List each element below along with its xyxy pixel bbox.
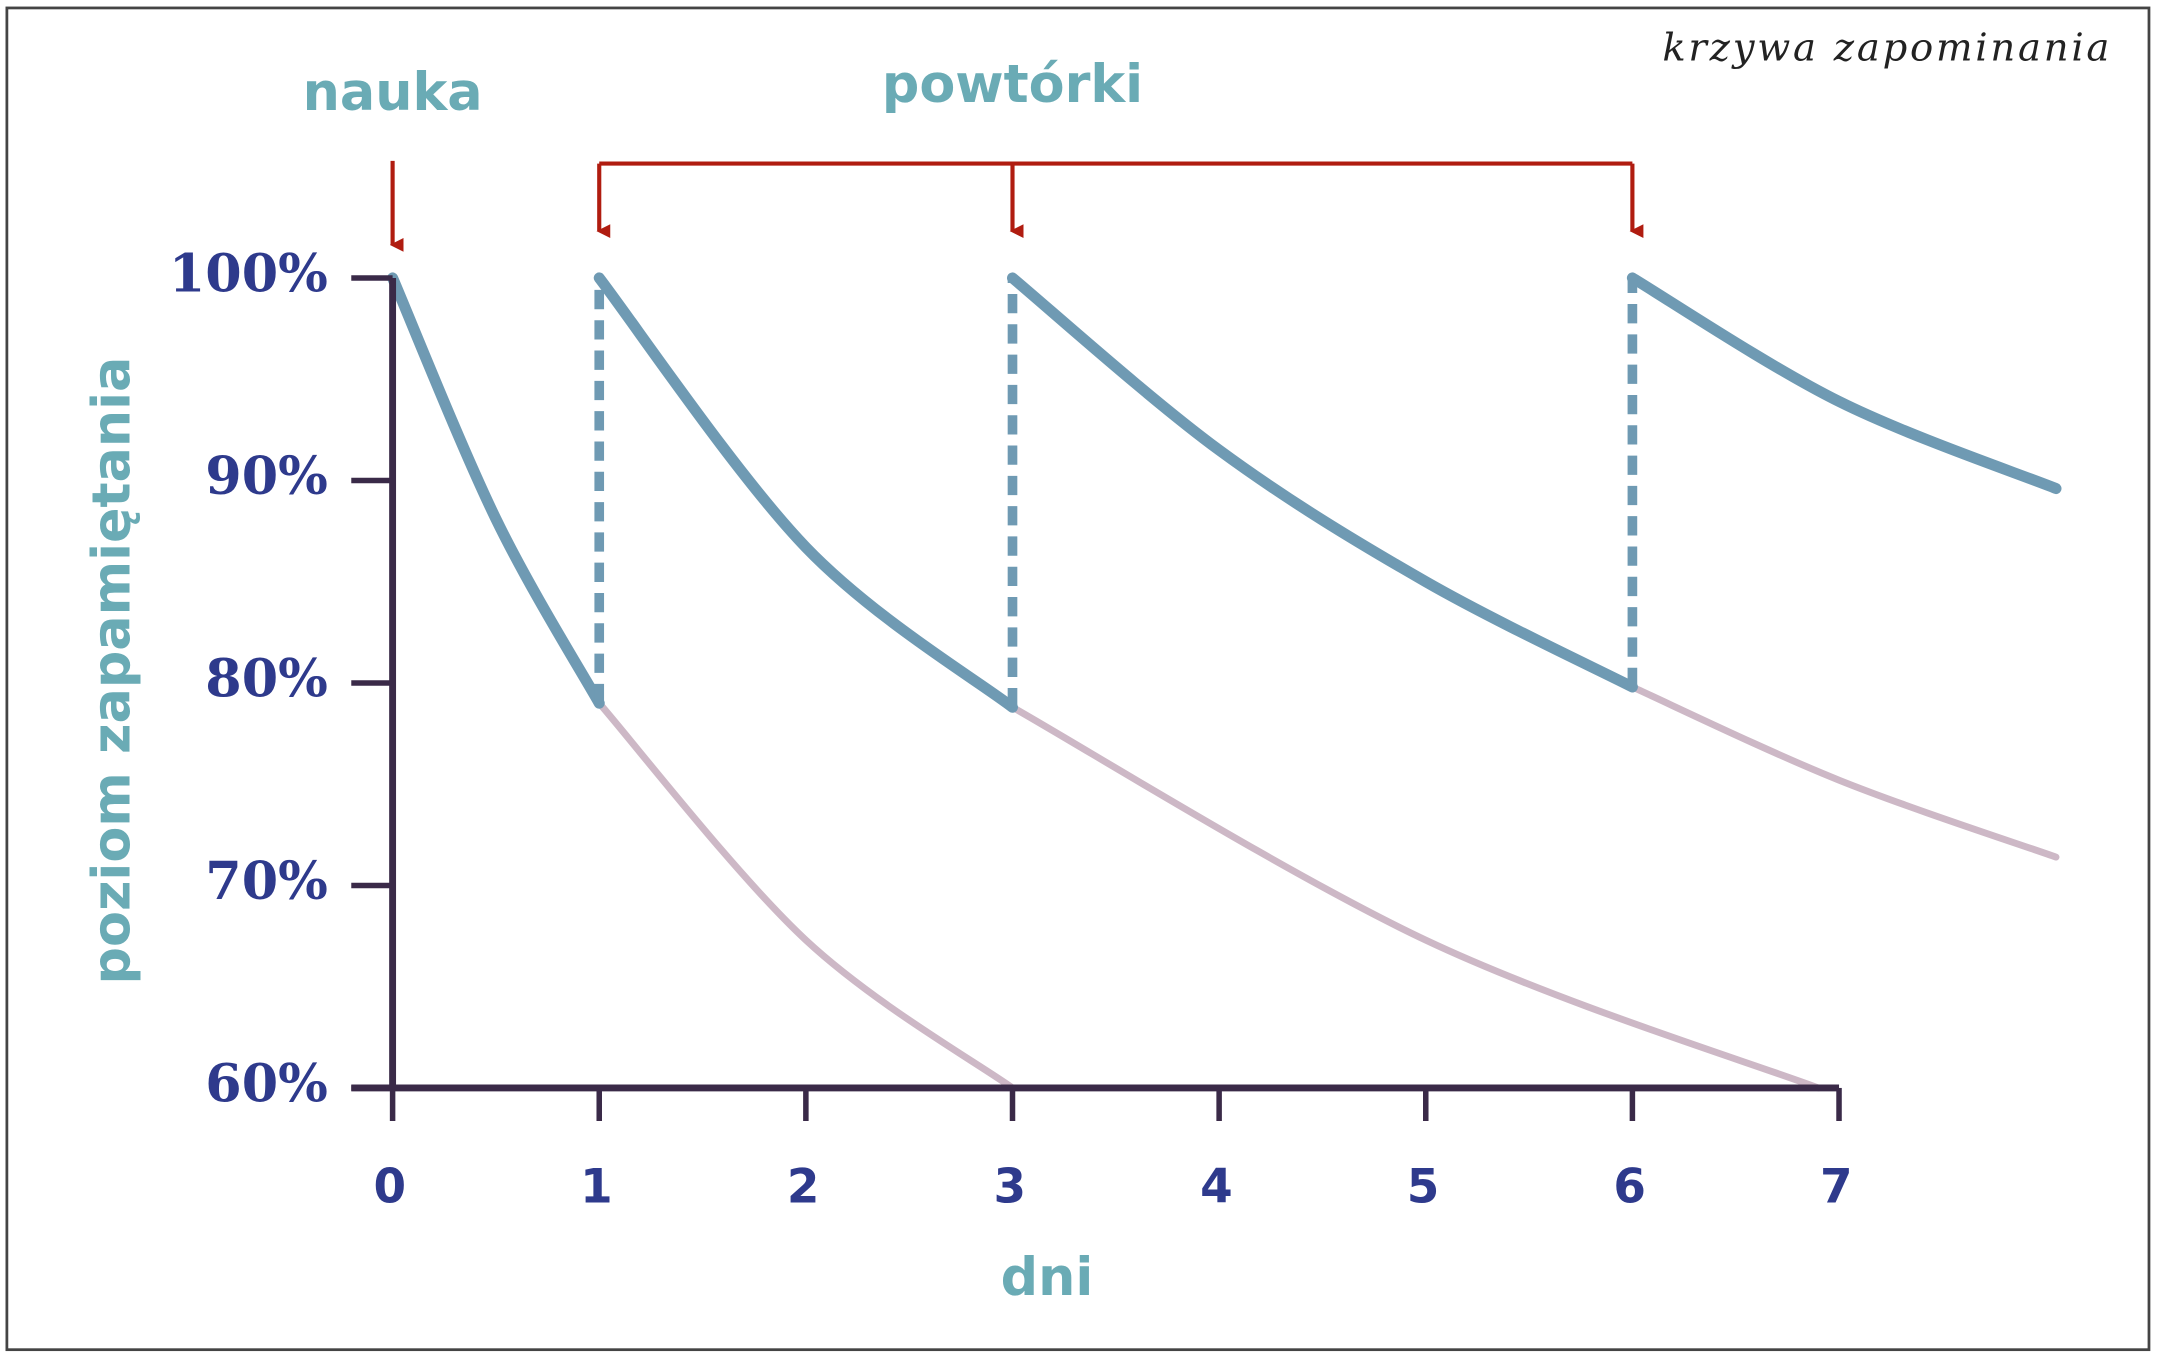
y-tick-label: 80%: [205, 648, 328, 709]
annotation-label: nauka: [303, 62, 483, 123]
x-tick-label: 3: [993, 1160, 1026, 1214]
x-tick-label: 7: [1820, 1160, 1853, 1214]
data-line: [1626, 272, 2062, 495]
x-tick-label: 4: [1200, 1160, 1233, 1214]
data-line: [1006, 272, 1638, 693]
chart-title: krzywa zapominania: [1662, 25, 2112, 70]
y-tick-label: 60%: [205, 1053, 328, 1114]
data-line: [593, 272, 1019, 713]
x-axis-label: dni: [1001, 1247, 1094, 1308]
x-tick-label: 5: [1407, 1160, 1440, 1214]
y-axis-label: poziom zapamiętania: [82, 357, 143, 985]
y-tick-label: 70%: [205, 851, 328, 912]
data-line: [595, 699, 1016, 1092]
y-tick-label: 90%: [205, 446, 328, 507]
annotation-label: powtórki: [882, 54, 1143, 115]
x-tick-label: 0: [374, 1160, 407, 1214]
y-tick-label: 100%: [169, 243, 328, 304]
data-line: [1628, 683, 2060, 861]
x-tick-label: 1: [580, 1160, 613, 1214]
data-line: [387, 272, 605, 709]
data-line: [1009, 703, 1822, 1092]
frame: [5, 6, 2151, 1352]
x-tick-label: 2: [787, 1160, 820, 1214]
x-tick-label: 6: [1613, 1160, 1646, 1214]
